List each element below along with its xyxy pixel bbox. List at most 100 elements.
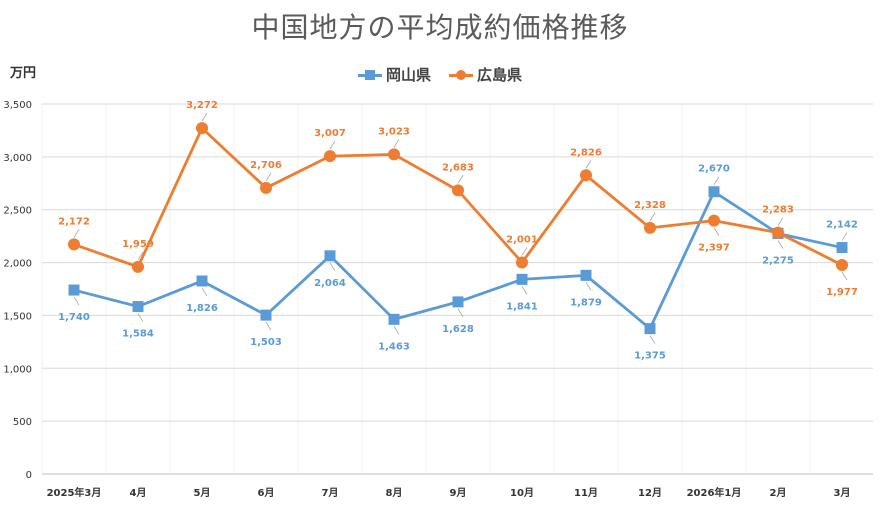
data-point-marker [260, 309, 272, 321]
data-label: 2,826 [570, 147, 602, 158]
data-label: 1,628 [442, 324, 474, 335]
legend-item-okayama: 岡山県 [358, 64, 431, 85]
data-point-marker [68, 238, 80, 251]
data-point-marker [132, 260, 144, 273]
data-label: 2,670 [698, 164, 730, 175]
data-label: 1,584 [122, 329, 154, 340]
legend-item-hiroshima: 広島県 [449, 64, 522, 85]
data-label-leader [201, 112, 208, 122]
data-point-marker [452, 184, 464, 197]
x-tick-label: 11月 [574, 487, 598, 499]
data-label: 2,001 [506, 234, 538, 245]
data-point-marker [196, 122, 208, 135]
data-point-marker [452, 296, 464, 308]
data-label: 1,826 [186, 303, 218, 314]
data-label: 1,503 [250, 337, 282, 348]
data-label-leader [329, 262, 336, 272]
x-tick-label: 2月 [770, 487, 787, 499]
data-point-marker [580, 269, 592, 281]
x-tick-label: 7月 [322, 487, 339, 499]
data-label-leader [457, 175, 464, 184]
data-point-marker [772, 226, 784, 239]
data-point-marker [836, 242, 848, 254]
x-tick-label: 2026年1月 [687, 486, 742, 499]
data-label-leader [137, 313, 144, 322]
data-label: 3,007 [314, 128, 346, 139]
y-tick-label: 0 [26, 470, 32, 481]
y-tick-label: 2,000 [3, 259, 32, 270]
data-label-leader [393, 139, 400, 148]
data-point-marker [196, 275, 208, 287]
chart-legend: 岡山県 広島県 [358, 64, 522, 85]
data-label: 1,841 [506, 301, 538, 312]
legend-swatch-circle-icon [449, 69, 474, 80]
data-label: 1,463 [378, 341, 410, 352]
x-tick-label: 8月 [386, 487, 403, 499]
data-point-marker [644, 323, 656, 335]
data-label-leader [777, 240, 784, 249]
data-point-marker [708, 186, 720, 198]
data-label: 1,879 [570, 297, 602, 308]
data-point-marker [388, 148, 400, 161]
data-label-leader [265, 172, 272, 182]
x-tick-label: 9月 [450, 487, 467, 499]
data-label-leader [393, 326, 400, 335]
data-point-marker [324, 150, 336, 163]
x-tick-label: 6月 [258, 487, 275, 499]
data-label: 2,283 [762, 205, 794, 216]
data-point-marker [516, 273, 528, 285]
data-label: 2,064 [314, 278, 346, 289]
data-label-leader [137, 251, 144, 261]
data-point-marker [644, 221, 656, 234]
data-label: 2,683 [442, 162, 474, 173]
y-tick-label: 2,500 [3, 206, 32, 217]
data-point-marker [132, 301, 144, 313]
data-label: 3,023 [378, 126, 410, 137]
data-label: 1,977 [826, 287, 858, 298]
data-label: 2,706 [250, 160, 282, 171]
x-tick-label: 5月 [194, 487, 211, 499]
data-label-leader [457, 308, 464, 318]
data-label: 2,328 [634, 200, 666, 211]
y-tick-label: 1,500 [3, 311, 32, 322]
legend-label-hiroshima: 広島県 [477, 66, 523, 84]
data-point-marker [580, 169, 592, 182]
y-tick-label: 1,000 [3, 364, 32, 375]
data-label-leader [713, 227, 720, 236]
x-tick-label: 10月 [510, 487, 534, 499]
data-label-leader [649, 212, 656, 222]
data-label: 1,740 [58, 312, 90, 323]
data-label-leader [649, 335, 656, 344]
x-tick-label: 4月 [130, 487, 147, 499]
data-label: 1,959 [122, 239, 154, 250]
x-tick-label: 3月 [834, 487, 851, 499]
y-axis-unit-label: 万円 [10, 66, 37, 81]
data-label-leader [521, 286, 528, 295]
data-label: 2,275 [762, 256, 794, 267]
data-label-leader [777, 217, 784, 226]
data-label: 2,172 [58, 216, 90, 227]
data-point-marker [260, 181, 272, 194]
data-label-leader [713, 176, 720, 185]
data-label-leader [841, 232, 848, 241]
data-point-marker [836, 259, 848, 272]
data-label-leader [73, 229, 80, 238]
legend-swatch-square-icon [358, 69, 382, 80]
data-label-leader [329, 140, 336, 150]
data-label-leader [201, 287, 208, 297]
data-label: 1,375 [634, 351, 666, 362]
data-label: 3,272 [186, 100, 218, 111]
data-point-marker [516, 256, 528, 269]
data-label-leader [585, 160, 592, 169]
x-tick-label: 2025年3月 [47, 486, 102, 499]
data-label: 2,397 [698, 243, 730, 254]
data-point-marker [324, 250, 336, 262]
data-point-marker [708, 214, 720, 227]
data-label-leader [585, 282, 592, 291]
data-label-leader [73, 296, 80, 306]
y-tick-label: 3,000 [3, 153, 32, 164]
y-tick-label: 3,500 [3, 100, 32, 111]
data-label-leader [521, 247, 528, 256]
data-point-marker [388, 313, 400, 325]
